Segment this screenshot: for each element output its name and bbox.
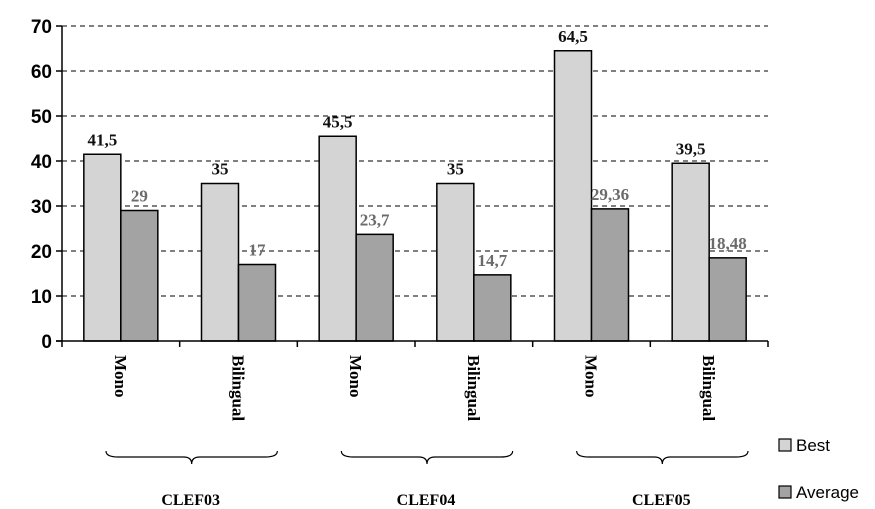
group-label: CLEF05 (632, 492, 691, 509)
x-tick-label: Mono (346, 355, 365, 398)
group-brace (340, 450, 514, 465)
legend: Best Average (778, 436, 859, 502)
axes (56, 25, 769, 347)
bar-average (355, 233, 394, 342)
data-label-average: 14,7 (477, 251, 507, 270)
y-tick-labels: 0 10 20 30 40 50 60 70 (31, 17, 52, 353)
group-label: CLEF04 (397, 492, 456, 509)
y-tick-label: 0 (41, 332, 52, 353)
bar-best (200, 182, 240, 342)
y-tick-label: 10 (31, 287, 52, 308)
x-tick-labels: Mono Bilingual Mono Bilingual Mono Bilingual (111, 355, 718, 421)
data-label-average: 18,48 (709, 234, 747, 253)
legend-swatch-average (778, 485, 792, 499)
legend-label-average: Average (796, 483, 859, 502)
y-tick-label: 60 (31, 62, 52, 83)
data-label-best: 35 (212, 160, 229, 179)
data-label-average: 29,36 (591, 185, 629, 204)
bar-average (120, 209, 159, 342)
bar-average (708, 257, 747, 342)
x-tick-label: Mono (582, 355, 601, 398)
data-label-best: 39,5 (676, 139, 706, 158)
data-label-average: 29 (131, 187, 148, 206)
data-labels: 41,5 35 45,5 35 64,5 39,5 29 17 23,7 14,7 29,36 18,… (87, 27, 746, 270)
data-label-best: 64,5 (558, 27, 588, 46)
x-tick-label: Bilingual (464, 355, 483, 421)
bar-best (436, 182, 475, 342)
y-tick-label: 50 (31, 107, 52, 128)
bar-average (590, 208, 630, 342)
data-label-best: 35 (447, 160, 464, 179)
data-label-best: 41,5 (87, 130, 117, 149)
bar-best (318, 135, 357, 342)
group-labels: CLEF03 CLEF04 CLEF05 (161, 492, 690, 509)
data-label-best: 45,5 (323, 112, 353, 131)
bars (83, 50, 747, 342)
data-label-average: 17 (249, 241, 267, 260)
data-label-average: 23,7 (360, 210, 390, 229)
group-label: CLEF03 (161, 492, 220, 509)
y-tick-label: 30 (31, 197, 52, 218)
bar-best (83, 153, 122, 342)
y-tick-label: 40 (31, 152, 52, 173)
group-brace (105, 450, 278, 465)
y-tick-label: 70 (31, 17, 52, 38)
y-tick-label: 20 (31, 242, 52, 263)
x-tick-label: Bilingual (229, 355, 248, 421)
group-brace (576, 450, 749, 465)
bar-average (473, 274, 512, 342)
x-tick-label: Mono (111, 355, 130, 398)
bar-best (553, 50, 593, 342)
group-braces (105, 450, 749, 465)
bar-average (237, 263, 277, 342)
gridlines (62, 25, 768, 297)
x-tick-label: Bilingual (699, 355, 718, 421)
bar-best (671, 162, 710, 342)
legend-swatch-best (778, 438, 792, 452)
legend-label-best: Best (796, 436, 830, 455)
